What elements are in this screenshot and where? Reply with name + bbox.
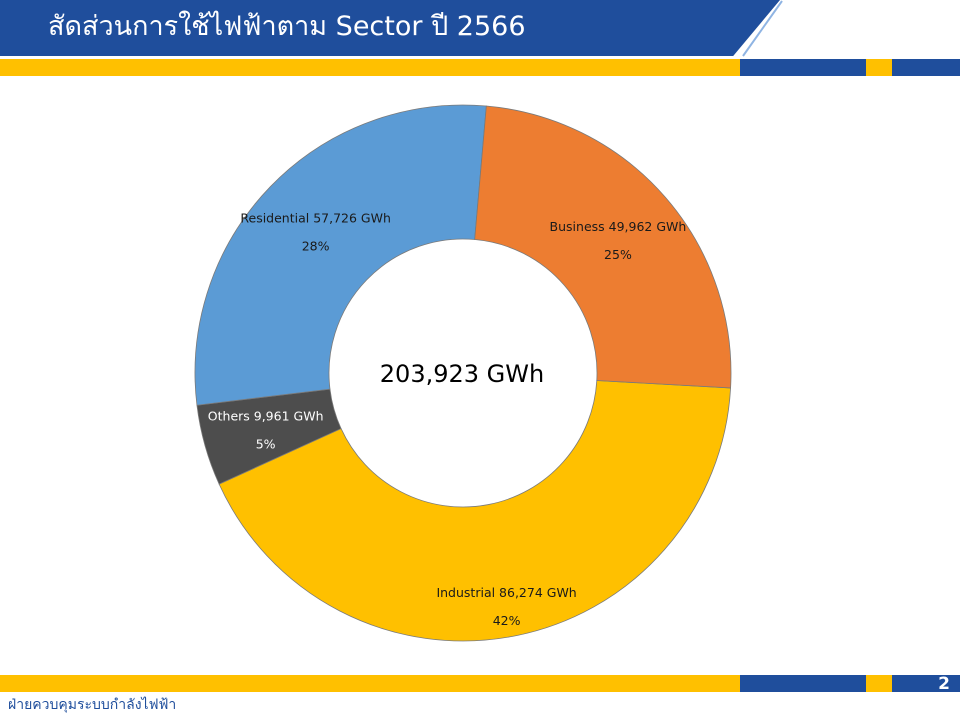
- slice-business: [474, 105, 732, 389]
- page-number: 2: [938, 674, 950, 694]
- title-banner: [0, 0, 780, 56]
- slice-label-business: Business 49,962 GWh: [550, 219, 687, 234]
- footer-department: ฝ่ายควบคุมระบบกำลังไฟฟ้า: [8, 697, 177, 713]
- footer-rule-gold: [0, 675, 740, 692]
- footer-rule-navy-end: [892, 675, 960, 692]
- slice-label-industrial: Industrial 86,274 GWh: [436, 585, 576, 600]
- title-banner-edge: [742, 0, 783, 57]
- chart-total-label: 203,923 GWh: [380, 360, 544, 388]
- header-rule-gold-small: [866, 59, 892, 76]
- slice-residential: [194, 104, 487, 406]
- slice-industrial: [218, 380, 732, 642]
- header-rule-navy-end: [892, 59, 960, 76]
- slice-label-residential: Residential 57,726 GWh: [240, 210, 391, 225]
- page-title: สัดส่วนการใช้ไฟฟ้าตาม Sector ปี 2566: [48, 11, 526, 42]
- footer-rule-gold-small: [866, 675, 892, 692]
- slice-percent-industrial: 42%: [493, 613, 521, 628]
- header-rule-gold: [0, 59, 740, 76]
- slice-percent-residential: 28%: [302, 238, 330, 253]
- slice-percent-others: 5%: [256, 436, 276, 451]
- footer-rule-navy: [740, 675, 866, 692]
- header-rule-navy: [740, 59, 866, 76]
- slice-label-others: Others 9,961 GWh: [208, 408, 324, 423]
- slice-percent-business: 25%: [604, 247, 632, 262]
